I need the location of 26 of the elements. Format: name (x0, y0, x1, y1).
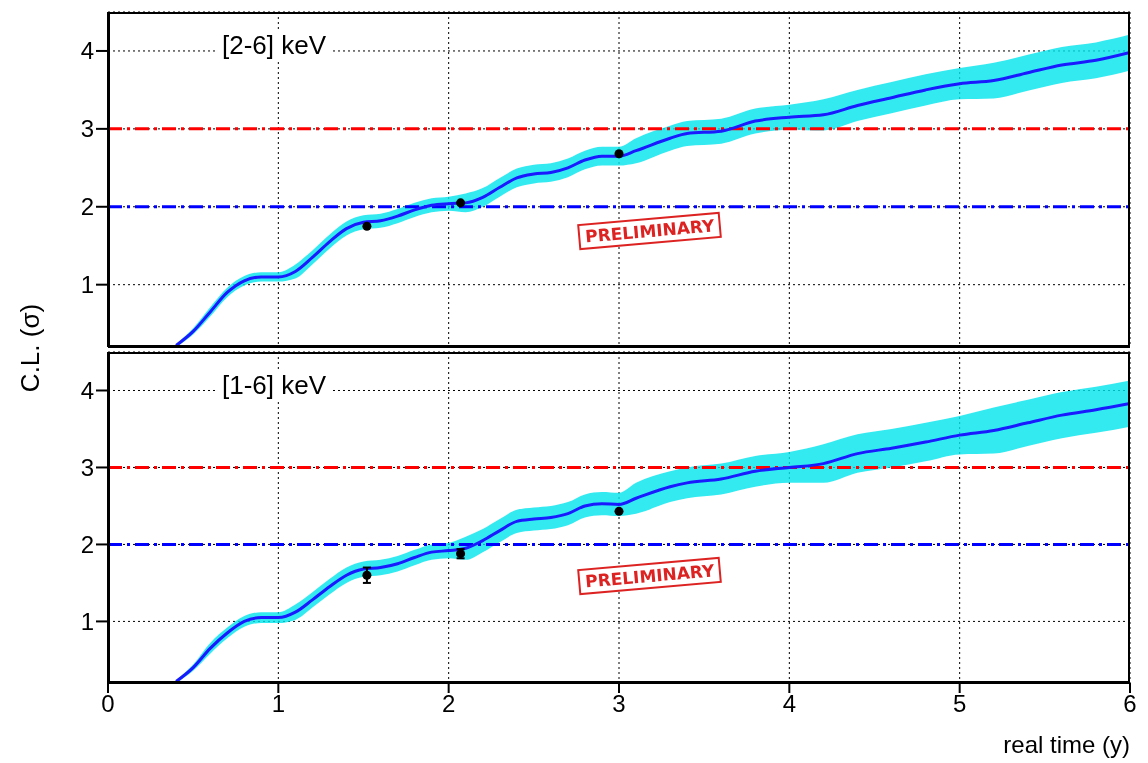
y-tick-label: 2 (80, 193, 94, 221)
y-tick-label: 1 (80, 271, 94, 299)
x-tick-label: 5 (952, 690, 967, 718)
point (456, 198, 466, 208)
annotation: [2-6] keV (218, 30, 331, 61)
x-tick-label: 4 (782, 690, 797, 718)
annotation: PRELIMINARY (577, 556, 723, 596)
point (362, 570, 372, 580)
point (614, 506, 624, 516)
x-axis-title: real time (y) (1003, 731, 1130, 758)
y-tick-label: 3 (80, 115, 94, 143)
annotation: [1-6] keV (218, 370, 331, 401)
x-tick-label: 2 (441, 690, 456, 718)
x-tick-label: 6 (1123, 690, 1137, 718)
x-tick-label: 3 (612, 690, 626, 718)
y-tick-label: 4 (80, 37, 94, 65)
y-tick-label: 2 (80, 530, 94, 558)
y-tick-label: 4 (80, 377, 94, 405)
point (614, 149, 624, 159)
y-tick-label: 3 (80, 453, 94, 481)
x-tick-label: 0 (101, 690, 115, 718)
y-axis-title: C.L. (σ) (14, 303, 46, 393)
annotation: PRELIMINARY (577, 211, 723, 251)
x-tick-label: 1 (271, 690, 286, 718)
y-tick-label: 1 (80, 607, 94, 635)
point (362, 221, 372, 231)
